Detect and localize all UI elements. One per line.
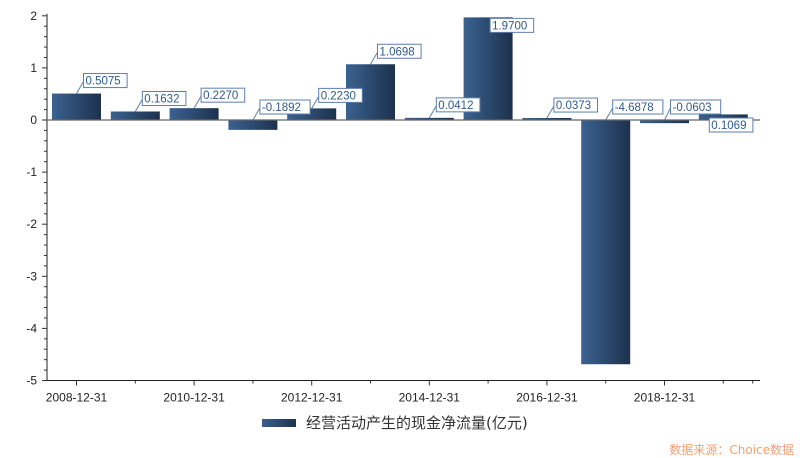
x-tick-label: 2016-12-31 — [516, 391, 578, 405]
bars — [52, 17, 748, 365]
value-label: 0.0373 — [556, 100, 591, 112]
value-label: 0.1069 — [711, 120, 746, 132]
bar[interactable] — [404, 117, 454, 120]
y-tick-label: -5 — [26, 374, 37, 388]
value-label: -0.0603 — [673, 102, 712, 114]
bar[interactable] — [522, 118, 572, 120]
y-tick-label: 1 — [30, 61, 37, 75]
y-tick-label: -3 — [26, 269, 37, 283]
value-label: 1.9700 — [492, 20, 527, 32]
x-axis: 2008-12-31 2010-12-31 2012-12-31 2014-12-31… — [46, 380, 760, 405]
y-tick-label: -2 — [26, 217, 37, 231]
bar[interactable] — [287, 108, 337, 120]
bar[interactable] — [52, 93, 101, 120]
legend-label: 经营活动产生的现金净流量(亿元) — [306, 414, 528, 432]
legend: 经营活动产生的现金净流量(亿元) — [262, 412, 528, 433]
value-labels: 0.5075 0.1632 0.2270 -0.1892 0.2230 1.0698 0.0… — [76, 17, 754, 133]
x-tick-label: 2014-12-31 — [399, 391, 461, 405]
value-label: 0.2270 — [203, 90, 238, 102]
x-tick-label: 2018-12-31 — [634, 391, 696, 405]
value-label: -0.1892 — [262, 102, 301, 114]
x-tick-label: 2008-12-31 — [46, 391, 108, 405]
bar[interactable] — [228, 120, 278, 130]
bar[interactable] — [169, 108, 219, 120]
value-label: 0.0412 — [438, 100, 473, 112]
y-tick-label: 0 — [30, 113, 37, 127]
x-tick-label: 2010-12-31 — [163, 391, 225, 405]
y-tick-label: 2 — [30, 9, 37, 23]
value-label: 0.1632 — [144, 93, 179, 105]
bar[interactable] — [110, 111, 160, 120]
value-label: 0.5075 — [86, 76, 121, 88]
y-tick-label: -4 — [26, 321, 37, 335]
y-axis: 2 1 0 -1 -2 -3 -4 -5 — [26, 9, 48, 388]
y-tick-label: -1 — [26, 165, 37, 179]
bar[interactable] — [640, 120, 689, 124]
value-label: 1.0698 — [380, 46, 415, 58]
bar[interactable] — [581, 120, 631, 365]
value-label: 0.2230 — [321, 90, 356, 102]
bar[interactable] — [698, 114, 748, 120]
data-source: 数据来源：Choice数据 — [669, 443, 794, 457]
x-tick-label: 2012-12-31 — [281, 391, 343, 405]
value-label: -4.6878 — [615, 102, 654, 114]
legend-swatch — [262, 418, 296, 427]
